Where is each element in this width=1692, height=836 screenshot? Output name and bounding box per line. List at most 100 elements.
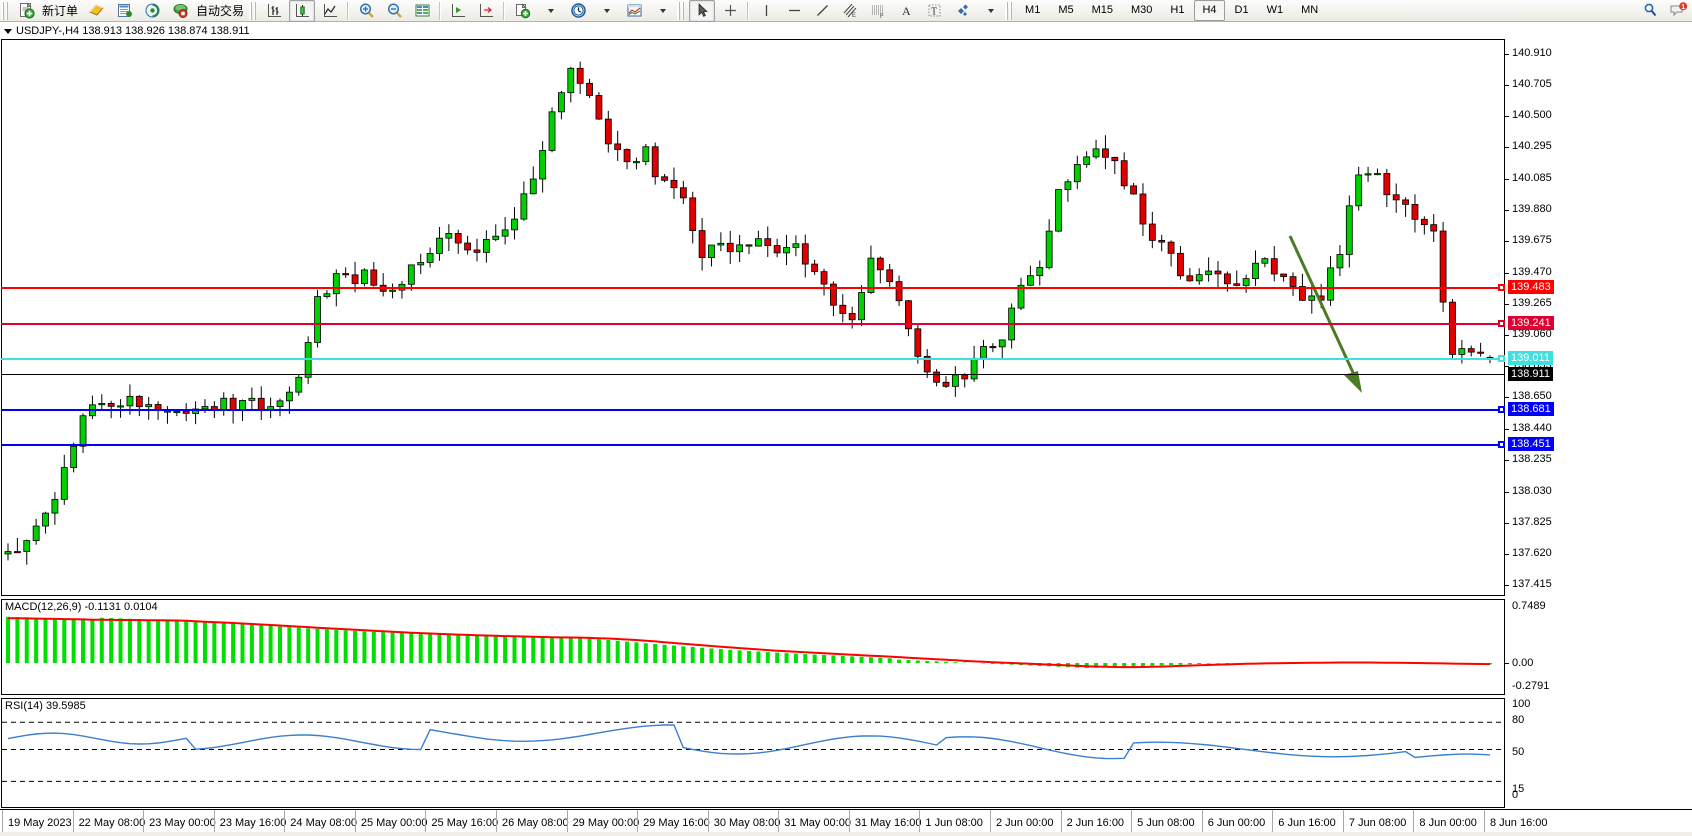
price-tick-label: 137.620 (1512, 546, 1552, 559)
time-tick-separator (425, 810, 427, 836)
toolbar-grip-3[interactable] (677, 1, 686, 20)
autotrading-label[interactable]: 自动交易 (196, 4, 245, 18)
navigator-icon[interactable] (139, 0, 165, 22)
candlestick-chart-icon[interactable] (289, 0, 316, 22)
alerts-icon[interactable]: 1 (1665, 0, 1691, 22)
bar-chart-icon[interactable] (261, 0, 287, 22)
level-handle-resistance-1[interactable] (1498, 283, 1505, 291)
zoom-in-icon[interactable] (353, 0, 379, 22)
level-handle-support-1[interactable] (1498, 405, 1505, 413)
chevron-down-icon-2[interactable] (593, 0, 619, 22)
text-label-icon[interactable]: A (893, 0, 919, 22)
level-line-support-1[interactable] (1, 408, 1505, 411)
timeframe-w1[interactable]: W1 (1266, 4, 1284, 16)
price-tick-label: 138.650 (1512, 390, 1552, 403)
time-tick-separator (213, 810, 215, 836)
time-tick-label: 19 May 2023 (8, 817, 72, 829)
toolbar-grip[interactable] (1, 1, 9, 20)
expert-advisors-icon[interactable] (83, 0, 109, 22)
timeframe-m15[interactable]: M15 (1091, 4, 1113, 16)
data-window-icon[interactable] (111, 0, 137, 22)
price-tick-mark (1505, 334, 1509, 336)
time-tick-label: 25 May 00:00 (360, 817, 428, 829)
price-tick-label: 140.910 (1512, 46, 1552, 59)
market-watch-icon[interactable] (409, 0, 435, 22)
chevron-down-icon-3[interactable] (649, 0, 675, 22)
time-tick-separator (707, 810, 709, 836)
auto-scroll-icon[interactable] (473, 0, 499, 22)
macd-tick-mark (1505, 663, 1509, 664)
cursor-icon[interactable] (689, 0, 716, 22)
price-tick-mark (1505, 272, 1509, 274)
time-tick-label: 29 May 00:00 (572, 817, 640, 829)
toolbar-grip-4[interactable] (1005, 1, 1014, 20)
toolbar-grip-2[interactable] (249, 1, 258, 20)
level-handle-support-2[interactable] (1498, 440, 1505, 448)
price-tag-support-1[interactable]: 138.681 (1508, 401, 1554, 416)
level-handle-resistance-2[interactable] (1498, 320, 1505, 328)
crosshair-icon[interactable] (717, 0, 743, 22)
templates-icon[interactable] (621, 0, 647, 22)
autotrading-icon[interactable] (167, 0, 193, 22)
price-tick-label: 138.030 (1512, 484, 1552, 497)
chart-shift-icon[interactable] (445, 0, 471, 22)
price-tag-resistance-2[interactable]: 139.241 (1508, 316, 1554, 331)
price-tag-support-2[interactable]: 138.451 (1508, 436, 1554, 451)
level-line-resistance-1[interactable] (1, 286, 1505, 289)
time-axis[interactable]: 19 May 2023 22 May 08:00 23 May 00:00 23 Ma… (0, 809, 1692, 836)
timeframe-h1[interactable]: H1 (1170, 4, 1185, 16)
timeframe-d1[interactable]: D1 (1234, 4, 1249, 16)
rsi-panel[interactable]: RSI(14) 39.5985 (1, 698, 1505, 808)
text-box-icon[interactable]: T (921, 0, 947, 22)
chevron-down-icon-4[interactable] (977, 0, 1003, 22)
level-line-support-2[interactable] (1, 443, 1505, 446)
fibonacci-icon[interactable]: F (865, 0, 891, 22)
price-panel[interactable] (1, 39, 1505, 596)
time-tick-separator (848, 810, 850, 836)
trendline-icon[interactable] (809, 0, 835, 22)
price-tick-mark (1505, 210, 1509, 212)
timeframe-mn[interactable]: MN (1301, 4, 1319, 16)
toolbar-separator-4 (747, 1, 750, 20)
equidistant-channel-icon[interactable]: E (837, 0, 863, 22)
price-tick-label: 139.265 (1512, 296, 1552, 309)
level-line-pivot-level[interactable] (1, 358, 1505, 361)
price-tag-pivot-level[interactable]: 139.011 (1508, 351, 1553, 366)
chevron-down-icon[interactable] (537, 0, 563, 22)
horizontal-line-icon[interactable] (781, 0, 807, 22)
svg-text:A: A (902, 4, 911, 18)
time-tick-separator (1342, 810, 1344, 836)
macd-panel[interactable]: MACD(12,26,9) -0.1131 0.0104 (1, 599, 1505, 695)
time-tick-separator (1060, 810, 1062, 836)
level-line-resistance-2[interactable] (1, 323, 1505, 326)
price-tick-label: 138.235 (1512, 453, 1552, 466)
new-order-label[interactable]: 新订单 (42, 4, 79, 18)
search-icon[interactable] (1637, 0, 1663, 22)
time-tick-label: 26 May 08:00 (502, 817, 569, 829)
timeframe-m5[interactable]: M5 (1058, 4, 1074, 16)
price-tick-label: 140.500 (1512, 109, 1552, 122)
periods-icon[interactable] (565, 0, 591, 22)
price-tick-label: 139.060 (1512, 327, 1552, 340)
level-line-current-price[interactable] (1, 373, 1505, 375)
price-tag-current-price[interactable]: 138.911 (1508, 366, 1553, 381)
price-tag-resistance-1[interactable]: 139.483 (1508, 279, 1554, 294)
time-tick-label: 24 May 08:00 (290, 817, 357, 829)
line-chart-icon[interactable] (317, 0, 343, 22)
timeframe-m1[interactable]: M1 (1025, 4, 1041, 16)
time-tick-separator (354, 810, 356, 836)
time-tick-separator (284, 810, 286, 836)
timeframe-h4[interactable]: H4 (1194, 0, 1225, 21)
price-tick-mark (1505, 116, 1509, 118)
zoom-out-icon[interactable] (381, 0, 407, 22)
new-order-icon[interactable] (13, 0, 39, 22)
level-handle-pivot-level[interactable] (1498, 355, 1505, 363)
timeframe-m30[interactable]: M30 (1131, 4, 1153, 16)
indicators-icon[interactable] (509, 0, 535, 22)
price-axis[interactable]: 140.910 140.705 140.500 140.295 140.085 139.8… (1505, 39, 1692, 808)
chart-window[interactable]: USDJPY-,H4 138.913 138.926 138.874 138.9… (0, 23, 1692, 836)
svg-text:1: 1 (1681, 4, 1685, 11)
objects-icon[interactable] (949, 0, 975, 22)
chart-menu-triangle-icon[interactable] (4, 28, 12, 34)
vertical-line-icon[interactable] (753, 0, 779, 22)
